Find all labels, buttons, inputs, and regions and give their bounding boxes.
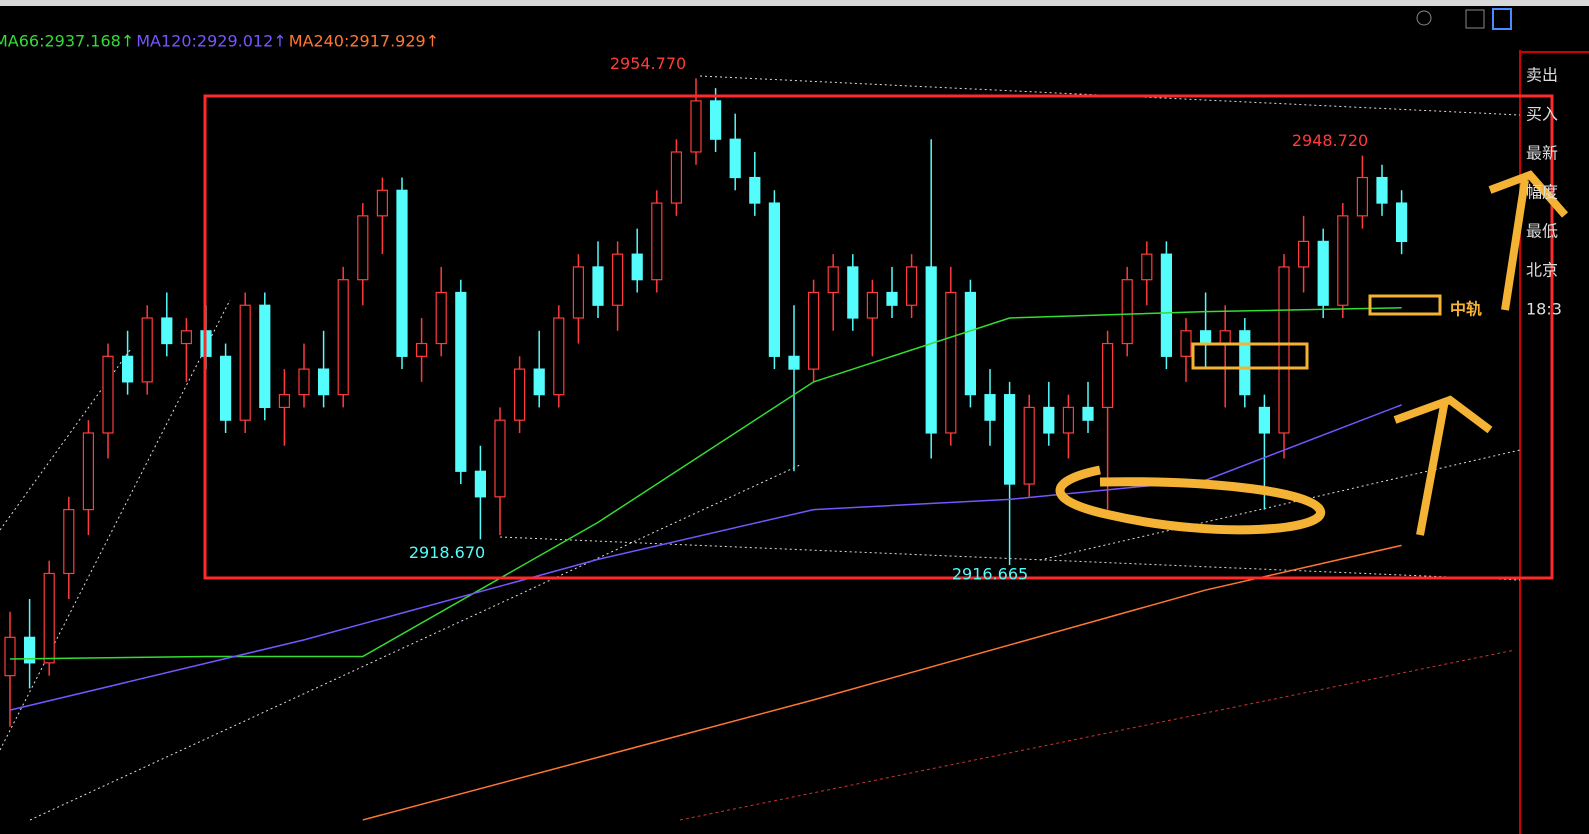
price-label: 2948.720 <box>1292 131 1368 150</box>
price-label: 2918.670 <box>409 543 485 562</box>
candle-body <box>1239 330 1251 396</box>
candle-body <box>259 304 271 409</box>
side-panel-label: 18:3 <box>1526 300 1562 319</box>
candle-body <box>905 266 918 306</box>
legend-entry: MA66:2937.168↑ <box>0 32 134 51</box>
legend-entry: MA240:2917.929↑ <box>289 32 439 51</box>
side-panel-label: 买入 <box>1526 105 1558 124</box>
candle-body <box>435 291 447 345</box>
candle-body <box>1278 266 1290 434</box>
candle-body <box>768 202 781 357</box>
candle-body <box>82 432 95 511</box>
candle-body <box>1356 176 1369 217</box>
candle-body <box>63 508 75 575</box>
candle-body <box>729 138 741 179</box>
candle-body <box>141 317 153 383</box>
candle-body <box>1219 330 1231 345</box>
ma-line <box>362 544 1402 821</box>
price-label: 2954.770 <box>610 54 686 73</box>
candle-body <box>1082 406 1094 421</box>
candle-body <box>278 394 290 409</box>
candle-body <box>690 100 702 153</box>
candle-body <box>651 202 663 281</box>
candle-body <box>416 342 428 357</box>
candle-body <box>1376 176 1388 204</box>
note-label: 中轨 <box>1450 300 1482 319</box>
candle-body <box>357 215 369 281</box>
trend-line <box>679 649 1516 821</box>
candle-body <box>494 419 506 498</box>
candle-body <box>376 189 388 217</box>
candle-body <box>1141 253 1153 281</box>
candle-body <box>161 317 173 345</box>
side-panel-label: 最新 <box>1526 144 1558 163</box>
candle-body <box>945 291 957 434</box>
candle-body <box>102 355 114 434</box>
candle-body <box>592 266 604 306</box>
candle-body <box>1395 202 1408 242</box>
candle-body <box>572 266 585 319</box>
side-panel-label: 幅度 <box>1526 183 1558 202</box>
candle-body <box>1337 215 1349 306</box>
candle-body <box>670 151 683 204</box>
candle-body <box>1160 253 1173 357</box>
candle-body <box>1180 330 1192 357</box>
candle-body <box>1101 342 1114 409</box>
candle-body <box>43 572 55 664</box>
candle-body <box>1297 240 1310 268</box>
top-bar <box>0 0 1589 6</box>
candle-body <box>318 368 330 396</box>
candle-body <box>749 176 761 204</box>
candle-body <box>455 291 467 472</box>
candle-body <box>1258 406 1271 434</box>
candle-body <box>827 266 839 294</box>
candle-body <box>709 100 722 140</box>
candle-body <box>513 368 526 421</box>
ma-line <box>9 404 1402 711</box>
candle-body <box>474 470 486 498</box>
candle-body <box>239 304 251 421</box>
candle-body <box>1023 406 1035 485</box>
price-label: 2916.665 <box>952 564 1028 583</box>
candle-body <box>984 394 996 421</box>
range-box <box>203 94 1554 580</box>
candle-body <box>1003 394 1016 485</box>
candle-body <box>396 189 408 357</box>
candle-body <box>866 291 879 319</box>
candle-body <box>180 330 192 345</box>
candle-body <box>886 291 898 306</box>
candle-body <box>337 279 349 396</box>
candle-body <box>807 291 820 370</box>
candle-body <box>788 355 800 370</box>
candle-body <box>1199 330 1212 345</box>
candle-body <box>121 355 134 383</box>
candle-body <box>220 355 232 421</box>
candle-body <box>553 317 565 396</box>
candle-body <box>1062 406 1075 434</box>
legend-entry: MA120:2929.012↑ <box>136 32 286 51</box>
side-panel-label: 最低 <box>1526 222 1558 241</box>
candle-body <box>611 253 624 306</box>
candle-body <box>964 291 977 396</box>
toolbar-icons <box>1416 8 1512 30</box>
side-panel-label: 北京 <box>1526 261 1558 280</box>
candle-body <box>24 636 36 664</box>
annotations-drawn <box>1055 170 1569 536</box>
candle-body <box>1317 240 1329 306</box>
candle-body <box>847 266 859 319</box>
candle-body <box>4 636 16 677</box>
candle-body <box>1043 406 1055 434</box>
candle-body <box>1121 279 1133 345</box>
candle-body <box>925 266 937 434</box>
side-panel-label: 卖出 <box>1526 66 1558 85</box>
candle-body <box>533 368 545 396</box>
candle-body <box>631 253 643 281</box>
candle-body <box>298 368 310 396</box>
